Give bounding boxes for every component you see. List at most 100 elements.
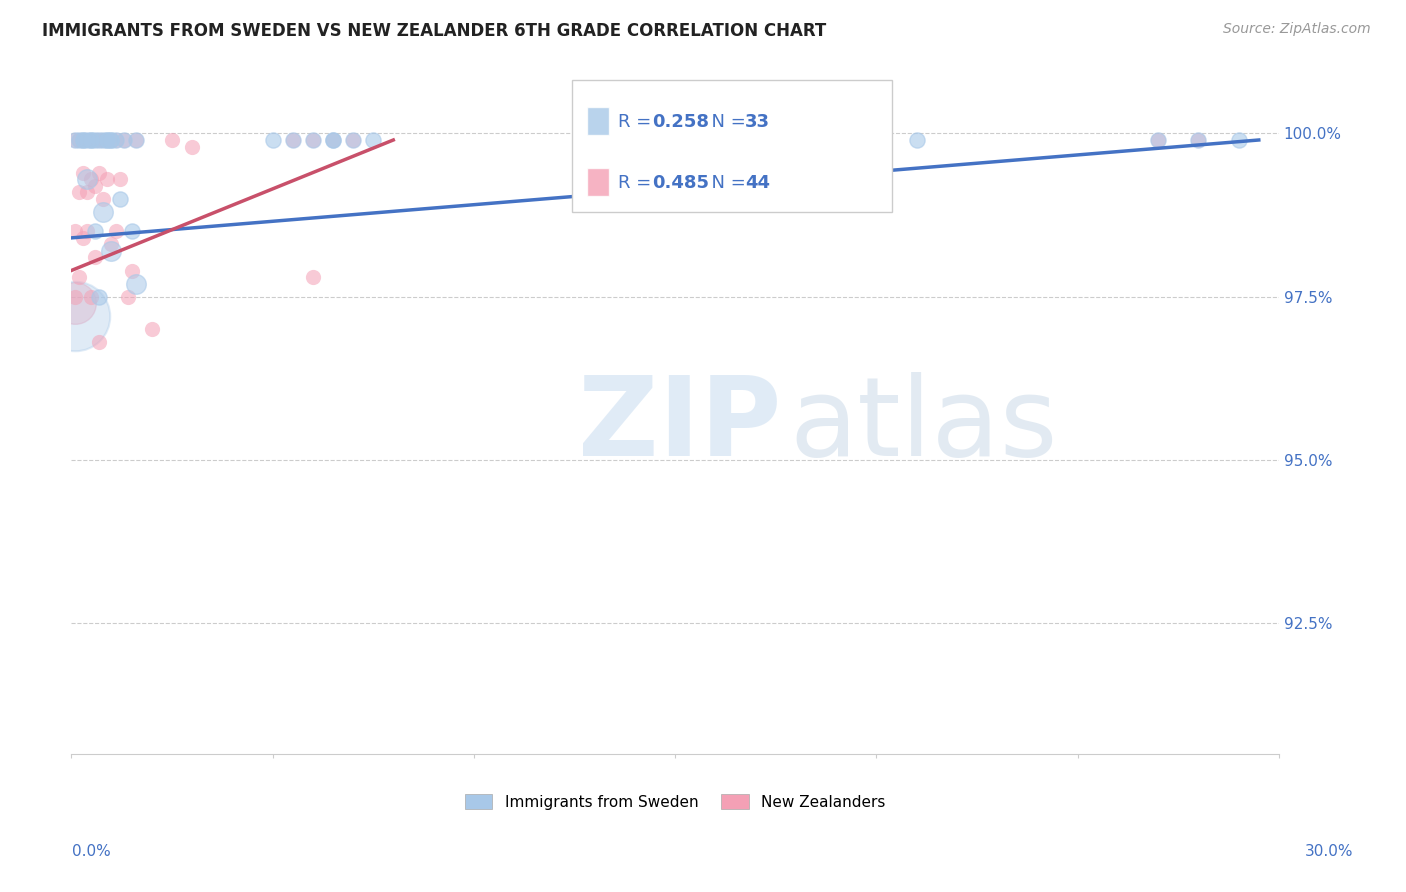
Point (121, 224, 143, 238)
Point (181, 139, 204, 153)
Point (281, 133, 304, 147)
Point (100, 237, 122, 252)
Point (322, 133, 344, 147)
Text: 0.0%: 0.0% (72, 845, 111, 859)
Point (80, 133, 103, 147)
Point (76, 172, 98, 186)
Point (104, 133, 127, 147)
Point (281, 133, 304, 147)
Point (89, 133, 111, 147)
Point (160, 133, 183, 147)
Point (96, 133, 118, 147)
Point (342, 133, 364, 147)
Point (80, 133, 103, 147)
Text: 44: 44 (745, 174, 770, 192)
Point (117, 290, 139, 304)
Point (72, 231, 94, 245)
Point (67, 270, 90, 285)
Point (76, 133, 98, 147)
Point (65, 133, 87, 147)
Point (93, 133, 115, 147)
Point (104, 133, 127, 147)
Point (84, 133, 107, 147)
Point (67, 185, 90, 199)
Point (72, 133, 94, 147)
Point (72, 166, 94, 180)
Point (100, 244, 122, 258)
Point (80, 172, 103, 186)
Point (301, 133, 323, 147)
Point (342, 133, 364, 147)
Point (96, 133, 118, 147)
Point (72, 133, 94, 147)
Point (96, 172, 118, 186)
Text: Source: ZipAtlas.com: Source: ZipAtlas.com (1223, 22, 1371, 37)
Text: ZIP: ZIP (578, 372, 782, 479)
Point (93, 204, 115, 219)
Point (84, 178, 107, 193)
Point (76, 224, 98, 238)
Point (65, 310, 87, 324)
Point (84, 133, 107, 147)
Point (89, 166, 111, 180)
Point (100, 133, 122, 147)
Point (65, 290, 87, 304)
Point (67, 133, 90, 147)
Text: N =: N = (700, 113, 752, 131)
Point (72, 133, 94, 147)
Point (1227, 133, 1250, 147)
Text: atlas: atlas (790, 372, 1059, 479)
Point (89, 335, 111, 350)
Point (905, 133, 928, 147)
Text: 0.258: 0.258 (652, 113, 709, 131)
Point (84, 224, 107, 238)
Point (80, 290, 103, 304)
Point (89, 133, 111, 147)
Text: R =: R = (619, 113, 658, 131)
Text: IMMIGRANTS FROM SWEDEN VS NEW ZEALANDER 6TH GRADE CORRELATION CHART: IMMIGRANTS FROM SWEDEN VS NEW ZEALANDER … (42, 22, 827, 40)
Point (262, 133, 284, 147)
Point (65, 224, 87, 238)
FancyBboxPatch shape (586, 168, 609, 195)
Point (1147, 133, 1170, 147)
Point (76, 133, 98, 147)
Point (704, 133, 727, 147)
Point (65, 133, 87, 147)
Point (124, 277, 146, 291)
Point (89, 290, 111, 304)
Point (93, 133, 115, 147)
Point (141, 322, 163, 336)
Point (301, 270, 323, 285)
Point (100, 133, 122, 147)
Point (104, 224, 127, 238)
Point (100, 133, 122, 147)
Text: 33: 33 (745, 113, 770, 131)
Point (84, 251, 107, 265)
Point (1147, 133, 1170, 147)
Point (76, 185, 98, 199)
Point (108, 172, 131, 186)
Point (65, 296, 87, 310)
Point (80, 133, 103, 147)
Text: N =: N = (700, 174, 752, 192)
Point (67, 133, 90, 147)
Point (124, 133, 146, 147)
Text: 0.485: 0.485 (652, 174, 709, 192)
Point (1187, 133, 1209, 147)
Point (322, 133, 344, 147)
Point (108, 192, 131, 206)
Text: R =: R = (619, 174, 658, 192)
FancyBboxPatch shape (572, 79, 893, 212)
Point (112, 133, 135, 147)
Legend: Immigrants from Sweden, New Zealanders: Immigrants from Sweden, New Zealanders (458, 788, 891, 815)
Point (112, 133, 135, 147)
Point (1187, 133, 1209, 147)
FancyBboxPatch shape (586, 107, 609, 135)
Point (93, 192, 115, 206)
Text: 30.0%: 30.0% (1305, 845, 1353, 859)
Point (124, 133, 146, 147)
Point (322, 133, 344, 147)
Point (301, 133, 323, 147)
Point (121, 263, 143, 277)
Point (361, 133, 384, 147)
